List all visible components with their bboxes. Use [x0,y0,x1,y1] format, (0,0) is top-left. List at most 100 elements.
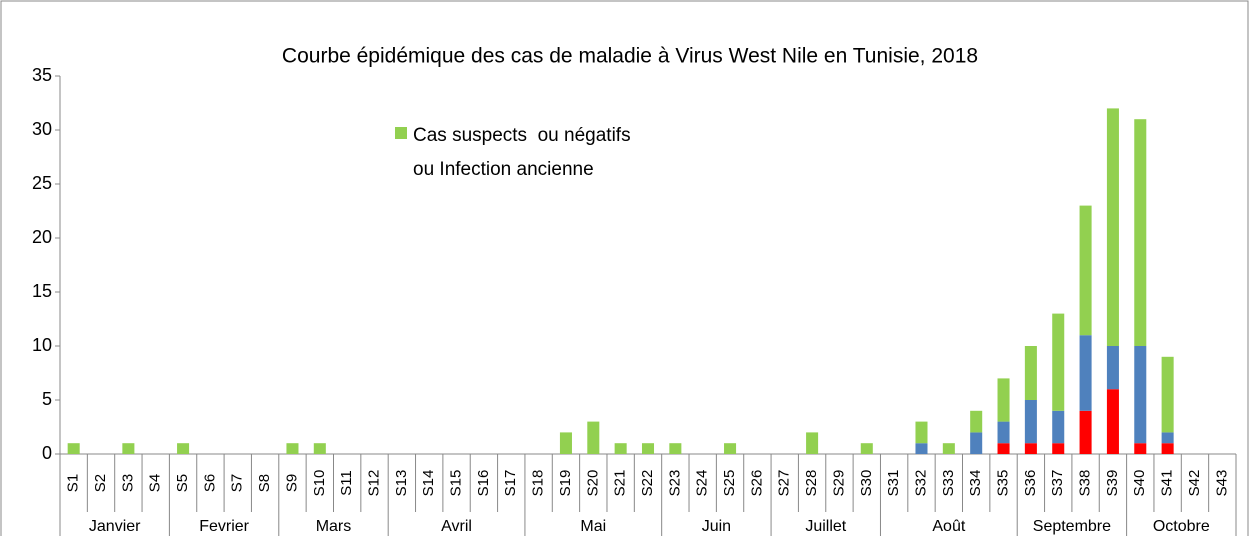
x-tick-label: S36 [1022,470,1039,497]
group-label: Octobre [1153,518,1210,535]
bar-segment [669,443,682,454]
x-tick-label: S19 [557,470,574,497]
bar-segment [970,410,983,433]
x-tick-label: S43 [1213,470,1230,497]
bar-segment [724,443,737,454]
bar-segment [1024,443,1037,454]
chart-title: Courbe épidémique des cas de maladie à V… [282,45,978,68]
bar-segment [614,443,627,454]
x-tick-label: S9 [283,474,300,492]
x-tick-label: S23 [666,470,683,497]
x-tick-label: S6 [201,474,218,492]
bar-segment [559,432,572,454]
group-label: Juillet [805,518,846,535]
x-tick-label: S10 [311,470,328,497]
bar-segment [915,443,928,454]
bar-segment [860,443,873,454]
bar-segment [1079,205,1092,336]
y-tick-label: 0 [42,443,52,463]
x-tick-label: S35 [995,470,1012,497]
group-label: Mars [316,518,352,535]
bar-segment [1052,313,1065,411]
group-label: Avril [441,518,472,535]
bar-segment [313,443,326,454]
x-tick-label: S2 [92,474,109,492]
x-tick-label: S30 [858,470,875,497]
x-tick-label: S1 [65,474,82,492]
bar-segment [1024,400,1037,444]
y-tick-label: 15 [32,281,52,301]
x-tick-label: S15 [448,470,465,497]
bar-segment [1161,432,1174,444]
group-label: Fevrier [199,518,249,535]
bar-segment [587,421,600,454]
x-tick-label: S31 [885,470,902,497]
bar-segment [1079,410,1092,454]
group-label: Mai [580,518,606,535]
bar-segment [177,443,190,454]
x-tick-label: S37 [1049,470,1066,497]
x-tick-label: S12 [365,470,382,497]
bar-segment [806,432,819,454]
x-tick-label: S34 [967,470,984,497]
y-tick-label: 35 [32,65,52,85]
bar-segment [1161,443,1174,454]
x-tick-label: S16 [475,470,492,497]
bar-segment [1079,335,1092,411]
bar-segment [1134,346,1147,444]
x-tick-label: S38 [1077,470,1094,497]
x-tick-label: S7 [229,474,246,492]
x-tick-label: S17 [502,470,519,497]
x-tick-label: S22 [639,470,656,497]
bar-segment [67,443,80,454]
x-tick-label: S8 [256,474,273,492]
bar-segment [997,378,1010,422]
bar-segment [1024,346,1037,400]
legend-label: Cas suspects ou négatifs ou Infection an… [413,125,636,180]
y-tick-label: 10 [32,335,52,355]
x-tick-label: S5 [174,474,191,492]
x-tick-label: S21 [612,470,629,497]
bar-segment [1052,443,1065,454]
bar-segment [286,443,299,454]
x-tick-label: S40 [1131,470,1148,497]
x-tick-label: S14 [420,470,437,497]
group-label: Août [932,518,965,535]
legend: Cas suspects ou négatifs ou Infection an… [395,119,713,187]
bar-segment [1052,410,1065,444]
x-tick-label: S11 [338,470,355,496]
x-tick-label: S32 [912,470,929,497]
bar-segment [997,443,1010,454]
x-tick-label: S39 [1104,470,1121,497]
x-tick-label: S29 [830,470,847,497]
x-tick-label: S26 [748,470,765,497]
bar-segment [1106,389,1119,454]
bar-segment [1161,356,1174,433]
bar-segment [1134,119,1147,346]
legend-swatch [395,127,407,139]
y-tick-label: 30 [32,119,52,139]
x-tick-label: S13 [393,470,410,497]
x-tick-label: S28 [803,470,820,497]
x-tick-label: S27 [776,470,793,497]
bar-segment [641,443,655,454]
x-tick-label: S24 [694,470,711,497]
y-tick-label: 25 [32,173,52,193]
bar-segment [122,443,135,454]
x-tick-label: S3 [119,474,136,492]
bar-segment [1106,346,1119,390]
x-tick-label: S20 [584,470,601,497]
bar-segment [970,432,983,454]
y-tick-label: 5 [42,389,52,409]
x-tick-label: S4 [147,474,164,492]
x-tick-label: S18 [530,470,547,497]
y-tick-label: 20 [32,227,52,247]
x-tick-label: S41 [1159,470,1176,497]
bar-segment [915,421,928,444]
group-label: Juin [702,518,731,535]
x-tick-label: S42 [1186,470,1203,497]
x-tick-label: S25 [721,470,738,497]
